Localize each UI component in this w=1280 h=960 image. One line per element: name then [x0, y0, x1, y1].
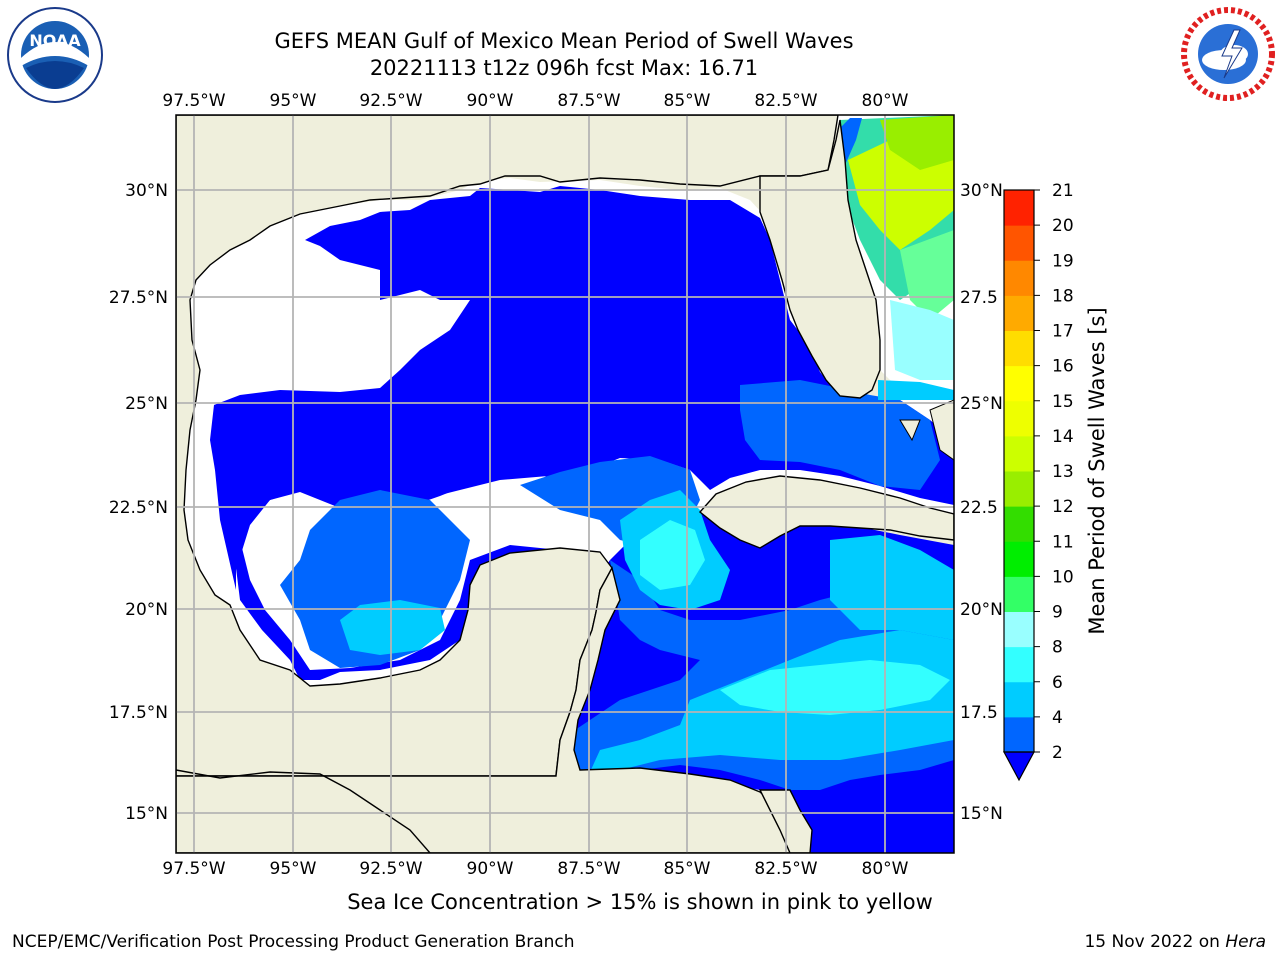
colorbar-tick-label: 4	[1052, 708, 1063, 728]
lon-ticks-top: 97.5°W 95°W 92.5°W 90°W 87.5°W 85°W 82.5…	[162, 91, 908, 111]
colorbar-tick-label: 8	[1052, 638, 1063, 658]
lon-tick-top: 82.5°W	[754, 91, 817, 111]
sea-ice-note: Sea Ice Concentration > 15% is shown in …	[347, 890, 933, 914]
lon-tick-bottom: 92.5°W	[359, 859, 422, 879]
colorbar-under-extension	[1002, 751, 1036, 782]
colorbar-bin	[1004, 541, 1034, 577]
lon-tick-bottom: 87.5°W	[557, 859, 620, 879]
lat-tick-left: 25°N	[125, 394, 168, 414]
lon-tick-top: 85°W	[664, 91, 711, 111]
swell-region-6-8s	[640, 520, 705, 590]
map-area	[176, 115, 954, 853]
lat-tick-right: 22.5	[960, 498, 998, 518]
colorbar-bin	[1004, 716, 1034, 753]
colorbar-bin	[1004, 471, 1034, 507]
national-weather-service-logo-icon	[1178, 4, 1278, 108]
lon-tick-top: 87.5°W	[557, 91, 620, 111]
colorbar-tick-label: 20	[1052, 216, 1074, 236]
lat-tick-right: 15°N	[960, 804, 1003, 824]
colorbar-tick-label: 2	[1052, 743, 1063, 763]
lat-tick-left: 20°N	[125, 600, 168, 620]
colorbar-bin	[1004, 260, 1034, 296]
colorbar-bin	[1004, 295, 1034, 331]
chart-title: GEFS MEAN Gulf of Mexico Mean Period of …	[274, 29, 854, 53]
colorbar-tick-label: 14	[1052, 427, 1074, 447]
lat-tick-left: 30°N	[125, 181, 168, 201]
lat-tick-right: 20°N	[960, 600, 1003, 620]
colorbar-bin	[1004, 681, 1034, 718]
lon-tick-bottom: 90°W	[467, 859, 514, 879]
lon-tick-top: 95°W	[270, 91, 317, 111]
colorbar-bin	[1004, 576, 1034, 612]
lat-tick-right: 25°N	[960, 394, 1003, 414]
pacific-coast	[176, 769, 431, 853]
colorbar-tick-label: 13	[1052, 462, 1074, 482]
colorbar	[1002, 189, 1036, 782]
colorbar-bin	[1004, 646, 1034, 683]
lat-tick-left: 15°N	[125, 804, 168, 824]
lon-tick-bottom: 85°W	[664, 859, 711, 879]
lon-tick-top: 92.5°W	[359, 91, 422, 111]
lon-tick-bottom: 82.5°W	[754, 859, 817, 879]
lat-tick-left: 27.5°N	[109, 288, 168, 308]
lon-tick-bottom: 80°W	[862, 859, 909, 879]
footer-credit: NCEP/EMC/Verification Post Processing Pr…	[12, 932, 575, 952]
colorbar-tick-label: 11	[1052, 532, 1074, 552]
colorbar-tick-label: 16	[1052, 357, 1074, 377]
lat-tick-left: 22.5°N	[109, 498, 168, 518]
gridlines	[176, 115, 954, 853]
lat-ticks-left: 30°N 27.5°N 25°N 22.5°N 20°N 17.5°N 15°N	[109, 181, 168, 824]
colorbar-tick-label: 19	[1052, 251, 1074, 271]
colorbar-label: Mean Period of Swell Waves [s]	[1085, 307, 1109, 634]
swell-region-4-6s	[340, 600, 445, 655]
colorbar-bin	[1004, 330, 1034, 367]
lon-tick-top: 90°W	[467, 91, 514, 111]
colorbar-bin	[1004, 506, 1034, 542]
colorbar-tick-label: 9	[1052, 603, 1063, 623]
colorbar-bin	[1004, 225, 1034, 261]
svg-text:NOAA: NOAA	[29, 31, 81, 50]
lon-tick-top: 80°W	[862, 91, 909, 111]
lon-tick-bottom: 95°W	[270, 859, 317, 879]
colorbar-tick-label: 15	[1052, 392, 1074, 412]
noaa-logo-icon: NOAA	[6, 6, 104, 108]
lat-tick-right: 27.5	[960, 288, 998, 308]
colorbar-bin	[1004, 365, 1034, 402]
colorbar-bin	[1004, 400, 1034, 437]
chart-subtitle: 20221113 t12z 096h fcst Max: 16.71	[369, 56, 759, 80]
lon-ticks-bottom: 97.5°W 95°W 92.5°W 90°W 87.5°W 85°W 82.5…	[162, 859, 908, 879]
colorbar-bin	[1004, 190, 1034, 226]
lon-tick-bottom: 97.5°W	[162, 859, 225, 879]
footer-date: 15 Nov 2022 on Hera	[1084, 932, 1266, 952]
lat-tick-right: 17.5	[960, 703, 998, 723]
colorbar-tick-label: 18	[1052, 286, 1074, 306]
colorbar-tick-label: 6	[1052, 673, 1063, 693]
colorbar-bin	[1004, 611, 1034, 648]
colorbar-tick-label: 21	[1052, 181, 1074, 201]
colorbar-tick-label: 17	[1052, 322, 1074, 342]
colorbar-ticks: 2 4 6 8 9 10 11 12 13 14 15 16 17 18 19 20 21	[1034, 181, 1074, 763]
lon-tick-top: 97.5°W	[162, 91, 225, 111]
map-frame	[175, 114, 955, 854]
colorbar-tick-label: 10	[1052, 567, 1074, 587]
lat-tick-left: 17.5°N	[109, 703, 168, 723]
colorbar-tick-label: 12	[1052, 497, 1074, 517]
lat-ticks-right: 30°N 27.5 25°N 22.5 20°N 17.5 15°N	[960, 181, 1003, 824]
colorbar-bin	[1004, 435, 1034, 472]
lat-tick-right: 30°N	[960, 181, 1003, 201]
